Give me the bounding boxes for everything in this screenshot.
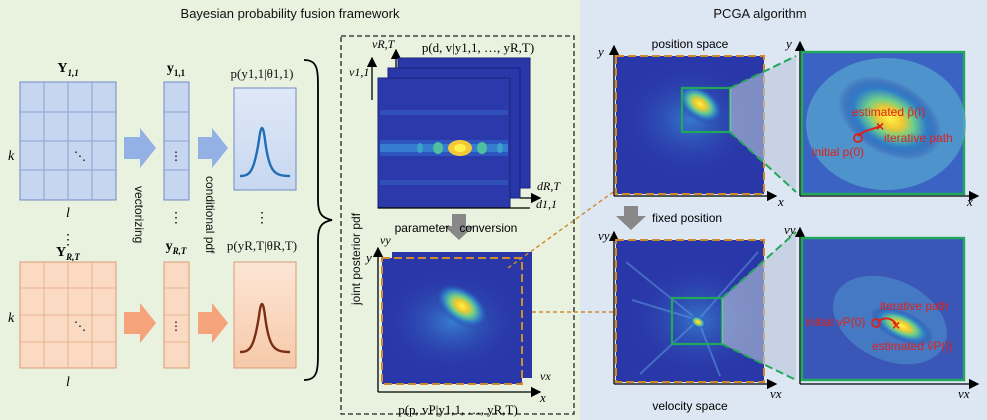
vector-top: y1,1 ⋮ — [163, 61, 190, 201]
matrix-dots: ⋮ — [61, 231, 75, 247]
conditional-pdf-label: conditional pdf — [203, 176, 217, 254]
vector-top-dots: ⋮ — [170, 149, 182, 163]
arrow-right-icon — [198, 128, 228, 168]
pv-axis-x-label: x — [539, 390, 546, 405]
matrix-top-subscript: 1,1 — [67, 68, 78, 78]
estimated-point-marker: × — [876, 118, 884, 134]
vel-axis-vy-label: vy — [598, 228, 610, 243]
zoom-pos-iterative-label: iterative path — [884, 131, 953, 145]
vel-initial-point-marker — [871, 318, 881, 328]
axis-v-top-label: vR,T — [372, 37, 396, 51]
axis-v-bottom-label: v1,1 — [349, 65, 369, 79]
matrix-bottom-diag-dots: ⋱ — [74, 319, 86, 333]
pos-vel-heatmap: vy y vx x p(p, vP|y1,1, …, yR,T) — [364, 233, 551, 417]
vel-axis-vx-label: vx — [770, 386, 782, 401]
vector-dots: ⋮ — [169, 209, 183, 225]
initial-point-marker — [853, 133, 863, 143]
joint-pdf-container — [340, 35, 575, 415]
zoom-funnel-position — [730, 56, 796, 192]
vector-bottom: yR,T ⋮ — [163, 239, 190, 369]
left-panel-title: Bayesian probability fusion framework — [181, 6, 400, 21]
pos-axis-y-label: y — [596, 44, 604, 59]
matrix-top-col-label: l — [66, 206, 70, 221]
axis-d-top-label: dR,T — [537, 179, 561, 193]
vel-estimated-point-marker: × — [892, 317, 900, 333]
delay-doppler-stack: p(d, v|y1,1, …, yR,T) vR,T v1,1 dR,T d1,… — [349, 37, 561, 211]
vector-bottom-subscript: R,T — [172, 246, 187, 256]
zoom-vel-axis-vy-label: vy — [784, 222, 796, 237]
svg-text:yR,T: yR,T — [166, 239, 187, 256]
velocity-zoom: vy × iterative path initial vP(0) estima… — [784, 222, 980, 401]
brace-icon — [303, 59, 333, 381]
vector-top-subscript: 1,1 — [174, 68, 186, 78]
matrix-top-row-label: k — [8, 149, 15, 164]
matrix-bottom-col-label: l — [66, 375, 70, 390]
peak-curve-icon — [239, 302, 291, 354]
zoom-funnel-velocity — [722, 232, 796, 380]
axis-d-bottom-label: d1,1 — [536, 197, 557, 211]
zoom-vel-axis-vx-label: vx — [958, 386, 970, 401]
parameter-conversion-label: parameter conversion — [395, 221, 518, 235]
matrix-bottom-label: Y — [56, 245, 66, 260]
position-zoom: y × estimated p̂(I) iterative path initi… — [784, 36, 980, 209]
vector-bottom-label: y — [166, 239, 173, 254]
zoom-pos-axis-y-label: y — [784, 36, 792, 51]
delay-doppler-title: p(d, v|y1,1, …, yR,T) — [422, 40, 534, 55]
matrix-top-diag-dots: ⋱ — [74, 149, 86, 163]
arrow-down-icon — [616, 206, 646, 230]
arrow-right-icon — [198, 303, 228, 343]
matrix-top: Y1,1 ⋱ k l — [8, 61, 117, 221]
zoom-vel-iterative-label: iterative path — [880, 299, 949, 313]
pdf-top-label: p(y1,1|θ1,1) — [231, 66, 294, 81]
position-space-label: position space — [652, 37, 729, 51]
joint-posterior-label: joint posterior pdf — [349, 212, 363, 306]
svg-text:YR,T: YR,T — [56, 245, 80, 262]
zoom-pos-axis-x-label: x — [966, 194, 973, 209]
svg-text:Y1,1: Y1,1 — [57, 61, 78, 78]
pos-vel-title: p(p, vP|y1,1, …, yR,T) — [398, 402, 518, 417]
zoom-vel-estimated-label: estimated v̂P(I) — [872, 339, 953, 353]
pv-axis-y-label: y — [364, 250, 372, 265]
zoom-pos-estimated-label: estimated p̂(I) — [852, 105, 925, 119]
fixed-position-label: fixed position — [652, 211, 722, 225]
pv-axis-vy-label: vy — [380, 233, 391, 247]
pdf-dots: ⋮ — [255, 209, 269, 225]
pos-axis-x-label: x — [777, 194, 784, 209]
pdf-bottom-label: p(yR,T|θR,T) — [227, 238, 297, 253]
pv-axis-vx-label: vx — [540, 369, 551, 383]
matrix-bottom: YR,T ⋱ k l — [8, 245, 117, 390]
arrow-down-icon — [444, 214, 474, 240]
velocity-space-label: velocity space — [652, 399, 728, 413]
vectorizing-label: vectorizing — [132, 186, 146, 243]
peak-curve-icon — [239, 126, 291, 178]
zoom-vel-initial-label: initial vP(0) — [806, 315, 865, 329]
arrow-right-icon — [124, 128, 156, 168]
vector-top-label: y — [167, 61, 174, 76]
svg-text:y1,1: y1,1 — [167, 61, 186, 78]
matrix-top-label: Y — [57, 61, 67, 76]
matrix-bottom-subscript: R,T — [65, 252, 80, 262]
zoom-pos-initial-label: initial p(0) — [812, 145, 864, 159]
matrix-bottom-row-label: k — [8, 311, 15, 326]
vector-bottom-dots: ⋮ — [170, 319, 182, 333]
arrow-right-icon — [124, 303, 156, 343]
right-panel-title: PCGA algorithm — [713, 6, 806, 21]
delay-doppler-fringes — [380, 110, 508, 185]
